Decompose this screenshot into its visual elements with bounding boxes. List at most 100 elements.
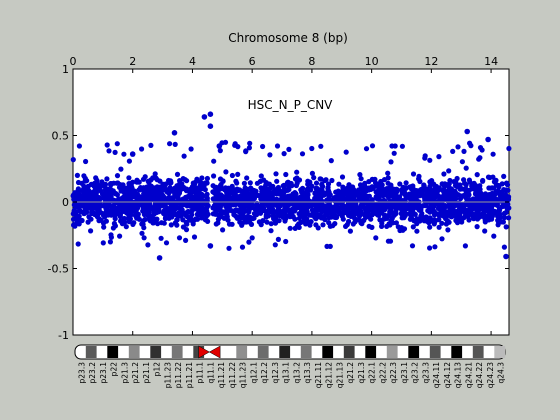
data-point xyxy=(427,157,433,163)
data-point xyxy=(154,216,160,222)
data-point xyxy=(152,194,158,201)
data-point xyxy=(426,209,433,215)
data-point xyxy=(427,224,433,230)
band-label: q21.13 xyxy=(335,362,344,388)
data-point xyxy=(477,145,484,151)
data-point xyxy=(329,177,335,184)
data-point xyxy=(237,194,243,200)
data-point xyxy=(218,214,225,220)
data-point xyxy=(154,184,160,190)
data-point xyxy=(229,183,235,189)
data-point xyxy=(414,228,420,234)
data-point xyxy=(339,174,346,180)
data-point xyxy=(307,180,313,186)
data-point xyxy=(465,200,471,206)
data-point xyxy=(403,185,409,191)
data-point xyxy=(83,158,89,165)
data-point xyxy=(462,243,468,249)
data-point xyxy=(274,197,280,203)
data-point xyxy=(151,208,157,214)
data-point xyxy=(126,184,132,190)
data-point xyxy=(343,149,349,155)
data-point xyxy=(421,194,427,200)
data-point xyxy=(172,220,178,226)
data-point xyxy=(241,205,247,211)
data-point xyxy=(370,210,376,216)
data-point xyxy=(283,238,289,245)
data-point xyxy=(82,178,88,184)
data-point xyxy=(491,233,497,239)
data-point xyxy=(302,212,308,218)
y-tick-label: 0.5 xyxy=(52,130,70,143)
data-point xyxy=(216,143,223,149)
data-point xyxy=(490,202,496,208)
data-point xyxy=(480,178,486,184)
data-point xyxy=(463,212,469,218)
data-point xyxy=(90,205,96,212)
data-point xyxy=(357,191,363,197)
data-point xyxy=(100,240,106,246)
data-point xyxy=(123,224,129,230)
data-point xyxy=(373,235,379,241)
data-point xyxy=(174,183,180,189)
data-point xyxy=(506,145,512,152)
data-point xyxy=(399,225,405,231)
data-point xyxy=(283,171,289,178)
data-point xyxy=(189,212,195,218)
data-point xyxy=(142,174,148,180)
data-point xyxy=(109,203,116,209)
data-point xyxy=(210,196,216,202)
data-point xyxy=(369,198,375,204)
band-label: p11.1 xyxy=(196,362,205,384)
data-point xyxy=(294,205,300,211)
band-label: q24.22 xyxy=(475,362,484,388)
ideogram-band xyxy=(279,346,291,358)
data-point xyxy=(436,154,442,160)
data-point xyxy=(368,216,374,222)
data-point xyxy=(257,210,264,216)
ideogram-band xyxy=(107,346,119,358)
data-point xyxy=(330,223,336,229)
data-point xyxy=(352,219,358,225)
data-point xyxy=(369,224,375,230)
data-point xyxy=(287,225,293,231)
data-point xyxy=(241,219,247,225)
data-point xyxy=(74,172,80,178)
data-point xyxy=(155,221,161,227)
data-point xyxy=(463,186,469,192)
data-point xyxy=(207,123,214,129)
data-point xyxy=(351,198,357,204)
data-point xyxy=(456,200,462,206)
data-point xyxy=(80,186,87,193)
data-point xyxy=(501,244,507,250)
data-point xyxy=(493,177,499,183)
data-point xyxy=(104,176,110,182)
data-point xyxy=(124,190,130,196)
data-point xyxy=(337,206,343,212)
data-point xyxy=(287,193,293,199)
data-point xyxy=(223,211,229,217)
data-point xyxy=(323,190,329,196)
data-point xyxy=(148,195,154,202)
chart-title: Chromosome 8 (bp) xyxy=(228,31,348,45)
data-point xyxy=(110,188,116,194)
data-point xyxy=(81,193,87,199)
band-label: q24.12 xyxy=(443,362,452,388)
data-point xyxy=(340,186,346,192)
data-point xyxy=(117,213,123,220)
data-point xyxy=(403,206,409,212)
data-point xyxy=(137,194,143,200)
data-point xyxy=(270,208,276,214)
data-point xyxy=(304,186,310,193)
data-point xyxy=(246,206,252,212)
data-point xyxy=(424,197,430,203)
data-point xyxy=(323,198,329,204)
data-point xyxy=(70,157,76,163)
data-point xyxy=(207,111,214,117)
band-label: q13.3 xyxy=(303,362,312,384)
data-point xyxy=(184,200,190,206)
ideogram-band xyxy=(322,346,334,358)
data-point xyxy=(241,180,247,186)
data-point xyxy=(138,185,144,191)
data-point xyxy=(474,224,480,230)
